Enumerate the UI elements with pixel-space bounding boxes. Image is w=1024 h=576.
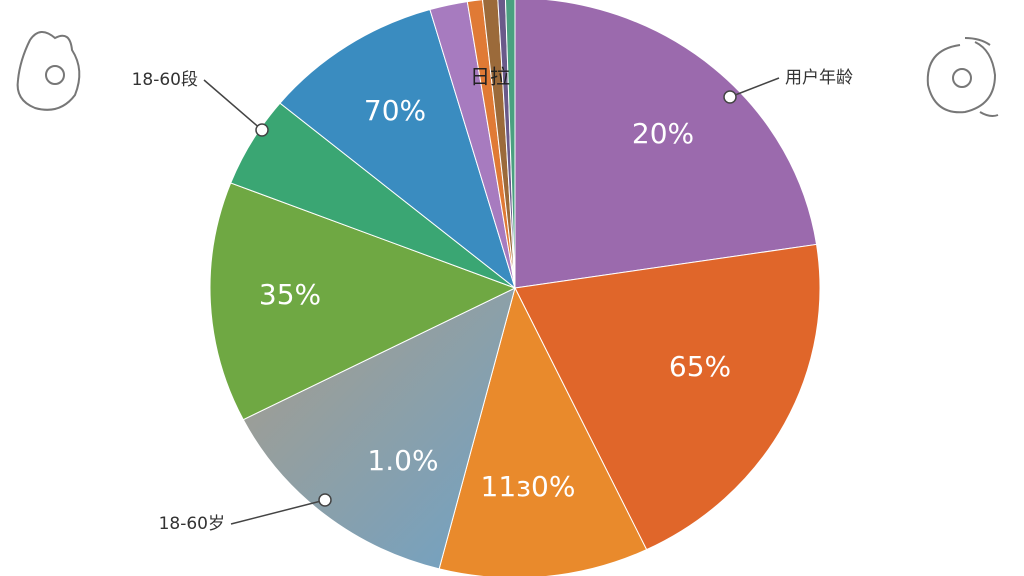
leader-line <box>203 79 263 131</box>
slice-annotation: 11з0% <box>481 470 576 503</box>
slice-name: 用户年龄 <box>785 68 853 88</box>
pie-slice <box>438 286 648 576</box>
pie-slice <box>497 0 516 289</box>
leader-dot <box>255 123 269 137</box>
pie-slice <box>466 0 516 289</box>
leader-line <box>230 499 326 525</box>
slice-annotation: 70% <box>364 94 426 127</box>
slice-annotation: 20% <box>632 117 694 150</box>
pie-slice <box>279 8 516 290</box>
decor-icon-right <box>926 37 999 117</box>
slice-annotation: 35% <box>259 278 321 311</box>
leader-dot <box>318 493 332 507</box>
leader-dot <box>723 90 737 104</box>
leader-line <box>729 77 780 98</box>
slice-annotation: 日拉 <box>470 65 510 89</box>
slice-annotation: 1.0% <box>367 444 438 477</box>
slice-annotation: 65% <box>669 350 731 383</box>
pie-slice <box>514 243 821 551</box>
pie-slice <box>482 0 516 289</box>
decor-icon-left <box>16 31 81 111</box>
slice-name: 18-60段 <box>132 70 198 90</box>
slice-name: 18-60岁 <box>159 514 225 534</box>
pie-slice <box>242 287 516 570</box>
pie-slice <box>209 182 517 421</box>
pie-slice <box>514 0 818 289</box>
pie-slice <box>504 0 516 289</box>
